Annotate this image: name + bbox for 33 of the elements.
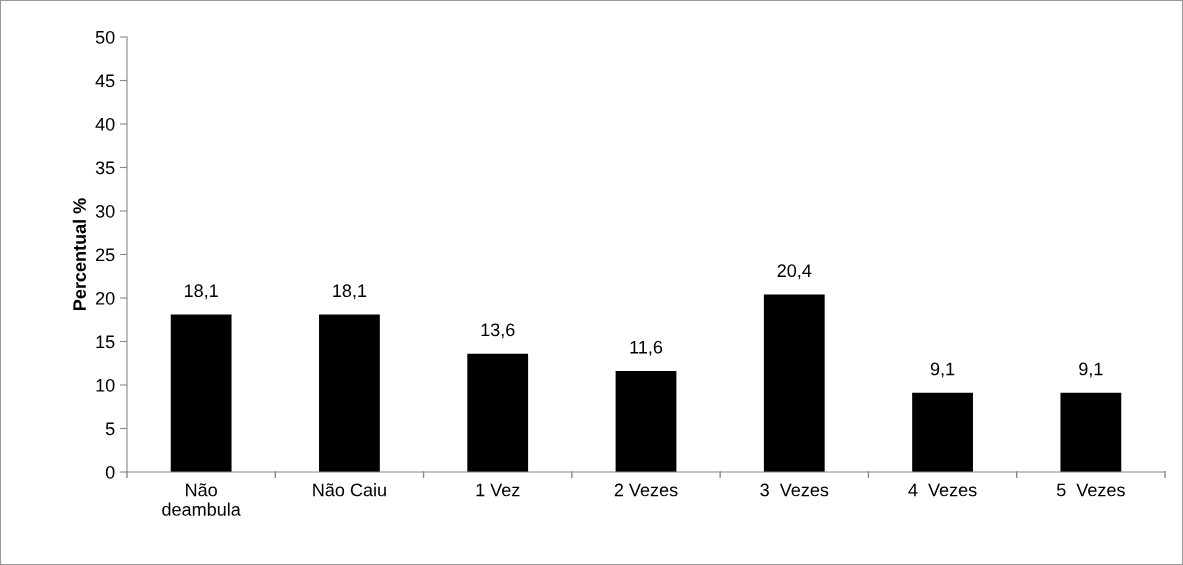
data-label: 18,1	[333, 284, 367, 300]
y-tick-label: 5	[105, 422, 115, 436]
x-tick-label: 3 Vezes	[760, 483, 829, 497]
bar	[319, 314, 380, 472]
bar	[170, 314, 232, 472]
y-tick-label: 50	[95, 30, 115, 44]
y-tick-label: 10	[96, 378, 115, 392]
y-tick-label: 30	[95, 204, 115, 218]
y-tick-label: 20	[96, 291, 115, 305]
x-tick-label: 4 Vezes	[908, 483, 977, 497]
bar	[912, 392, 973, 472]
data-label: 20,4	[777, 264, 812, 280]
data-label: 9,1	[930, 362, 955, 378]
y-tick-label: 0	[105, 465, 115, 479]
bar	[1060, 392, 1122, 472]
x-tick-label: 2 Vezes	[614, 483, 678, 497]
y-tick-label: 15	[96, 335, 115, 349]
data-label: 11,6	[630, 340, 663, 356]
bar	[615, 371, 677, 472]
y-tick-label: 35	[95, 161, 115, 175]
bar	[763, 294, 825, 472]
data-label: 9,1	[1079, 362, 1103, 378]
y-tick-label: 40	[95, 117, 115, 131]
y-tick-label: 25	[96, 248, 115, 262]
data-label: 18,1	[184, 284, 218, 300]
x-tick-label: Não Caiu	[313, 483, 386, 497]
y-axis-title: Percentual %	[72, 198, 86, 310]
data-label: 13,6	[481, 323, 515, 339]
x-tick-label: Não deambula	[162, 483, 241, 516]
x-tick-label: 1 Vez	[476, 483, 520, 497]
bar	[467, 353, 529, 472]
y-tick-label: 45	[95, 74, 115, 88]
x-tick-label: 5 Vezes	[1056, 483, 1125, 497]
